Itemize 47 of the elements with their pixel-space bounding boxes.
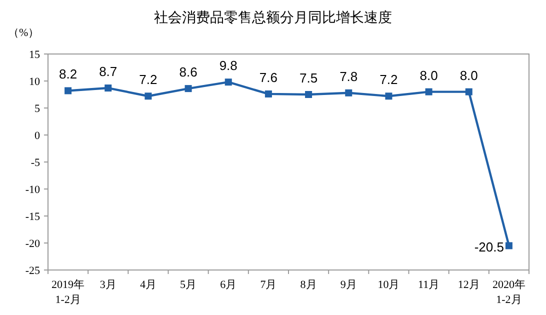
data-label: 8.2 xyxy=(59,66,78,82)
point xyxy=(465,88,472,96)
data-label: 8.6 xyxy=(179,64,198,80)
x-tick-label: 2020年 1-2月 xyxy=(492,279,526,306)
point xyxy=(184,85,192,92)
y-tick-label: -25 xyxy=(25,265,40,277)
data-label: 7.5 xyxy=(300,70,318,86)
x-tick-label: 4月 xyxy=(140,279,156,291)
y-tick-label: -10 xyxy=(25,184,40,196)
point xyxy=(264,90,272,98)
data-label: 7.8 xyxy=(340,68,358,84)
point xyxy=(505,242,512,250)
x-tick-label: 7月 xyxy=(260,279,277,291)
x-tick-label: 6月 xyxy=(220,279,237,291)
y-tick-label: 5 xyxy=(34,103,40,115)
data-label: 9.8 xyxy=(219,58,238,74)
y-tick-label: 0 xyxy=(34,130,40,142)
data-label: 8.7 xyxy=(99,64,118,80)
chart-title: 社会消费品零售总额分月同比增长速度 xyxy=(154,9,392,25)
x-tick-label: 2019年 1-2月 xyxy=(52,279,85,306)
point xyxy=(104,84,112,92)
point xyxy=(144,92,152,100)
x-tick-label: 3月 xyxy=(100,279,116,291)
point xyxy=(305,91,312,98)
data-label: -20.5 xyxy=(474,240,504,255)
point xyxy=(345,89,352,96)
y-tick-label: 15 xyxy=(29,49,40,61)
y-tick-label: -20 xyxy=(25,238,40,250)
point xyxy=(224,78,232,86)
x-tick-label: 9月 xyxy=(340,279,357,291)
y-tick-label: -15 xyxy=(25,211,40,223)
x-tick-label: 11月 xyxy=(418,279,440,291)
data-label: 7.6 xyxy=(259,70,278,85)
x-tick-label: 10月 xyxy=(378,279,400,291)
data-label: 8.0 xyxy=(460,68,478,83)
data-label: 7.2 xyxy=(380,72,398,88)
y-tick-label: 10 xyxy=(29,76,40,88)
x-tick-label: 8月 xyxy=(300,279,317,291)
x-tick-label: 12月 xyxy=(458,279,480,291)
point xyxy=(385,92,392,100)
y-axis-title: （%） xyxy=(8,27,40,39)
data-label: 8.0 xyxy=(420,68,438,83)
data-label: 7.2 xyxy=(139,72,158,88)
point xyxy=(64,87,72,94)
x-tick-label: 5月 xyxy=(180,279,197,291)
y-tick-label: -5 xyxy=(30,157,40,169)
point xyxy=(425,88,432,96)
